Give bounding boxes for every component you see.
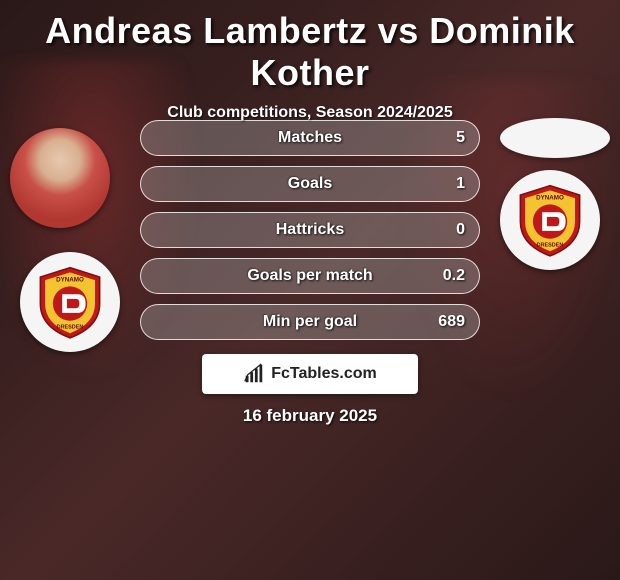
page-title: Andreas Lambertz vs Dominik Kother: [0, 0, 620, 94]
stat-value: 0.2: [443, 267, 465, 285]
stat-row-matches: Matches 5: [140, 120, 480, 156]
player-left-avatar: [10, 128, 110, 228]
dynamo-crest-icon: DYNAMO DRESDEN: [511, 181, 589, 259]
club-crest-right: DYNAMO DRESDEN: [500, 170, 600, 270]
bar-chart-icon: [243, 363, 265, 385]
header: Andreas Lambertz vs Dominik Kother Club …: [0, 0, 620, 122]
stat-label: Goals: [288, 175, 332, 193]
stat-row-hattricks: Hattricks 0: [140, 212, 480, 248]
player-right-avatar-placeholder: [500, 118, 610, 158]
stat-row-goals: Goals 1: [140, 166, 480, 202]
subtitle: Club competitions, Season 2024/2025: [0, 104, 620, 122]
brand-box: FcTables.com: [202, 354, 418, 394]
date-text: 16 february 2025: [0, 406, 620, 426]
crest-text-bottom: DRESDEN: [537, 243, 564, 249]
stat-row-goals-per-match: Goals per match 0.2: [140, 258, 480, 294]
crest-text-bottom: DRESDEN: [57, 325, 84, 331]
dynamo-crest-icon: DYNAMO DRESDEN: [31, 263, 109, 341]
stats-container: Matches 5 Goals 1 Hattricks 0 Goals per …: [140, 120, 480, 350]
stat-value: 5: [456, 129, 465, 147]
stat-label: Min per goal: [263, 313, 357, 331]
stat-label: Goals per match: [247, 267, 372, 285]
stat-label: Matches: [278, 129, 342, 147]
brand-text: FcTables.com: [271, 365, 377, 383]
crest-text-top: DYNAMO: [536, 195, 564, 202]
club-crest-left: DYNAMO DRESDEN: [20, 252, 120, 352]
stat-value: 0: [456, 221, 465, 239]
stat-row-min-per-goal: Min per goal 689: [140, 304, 480, 340]
stat-value: 689: [438, 313, 465, 331]
crest-text-top: DYNAMO: [56, 277, 84, 284]
stat-value: 1: [456, 175, 465, 193]
stat-label: Hattricks: [276, 221, 344, 239]
